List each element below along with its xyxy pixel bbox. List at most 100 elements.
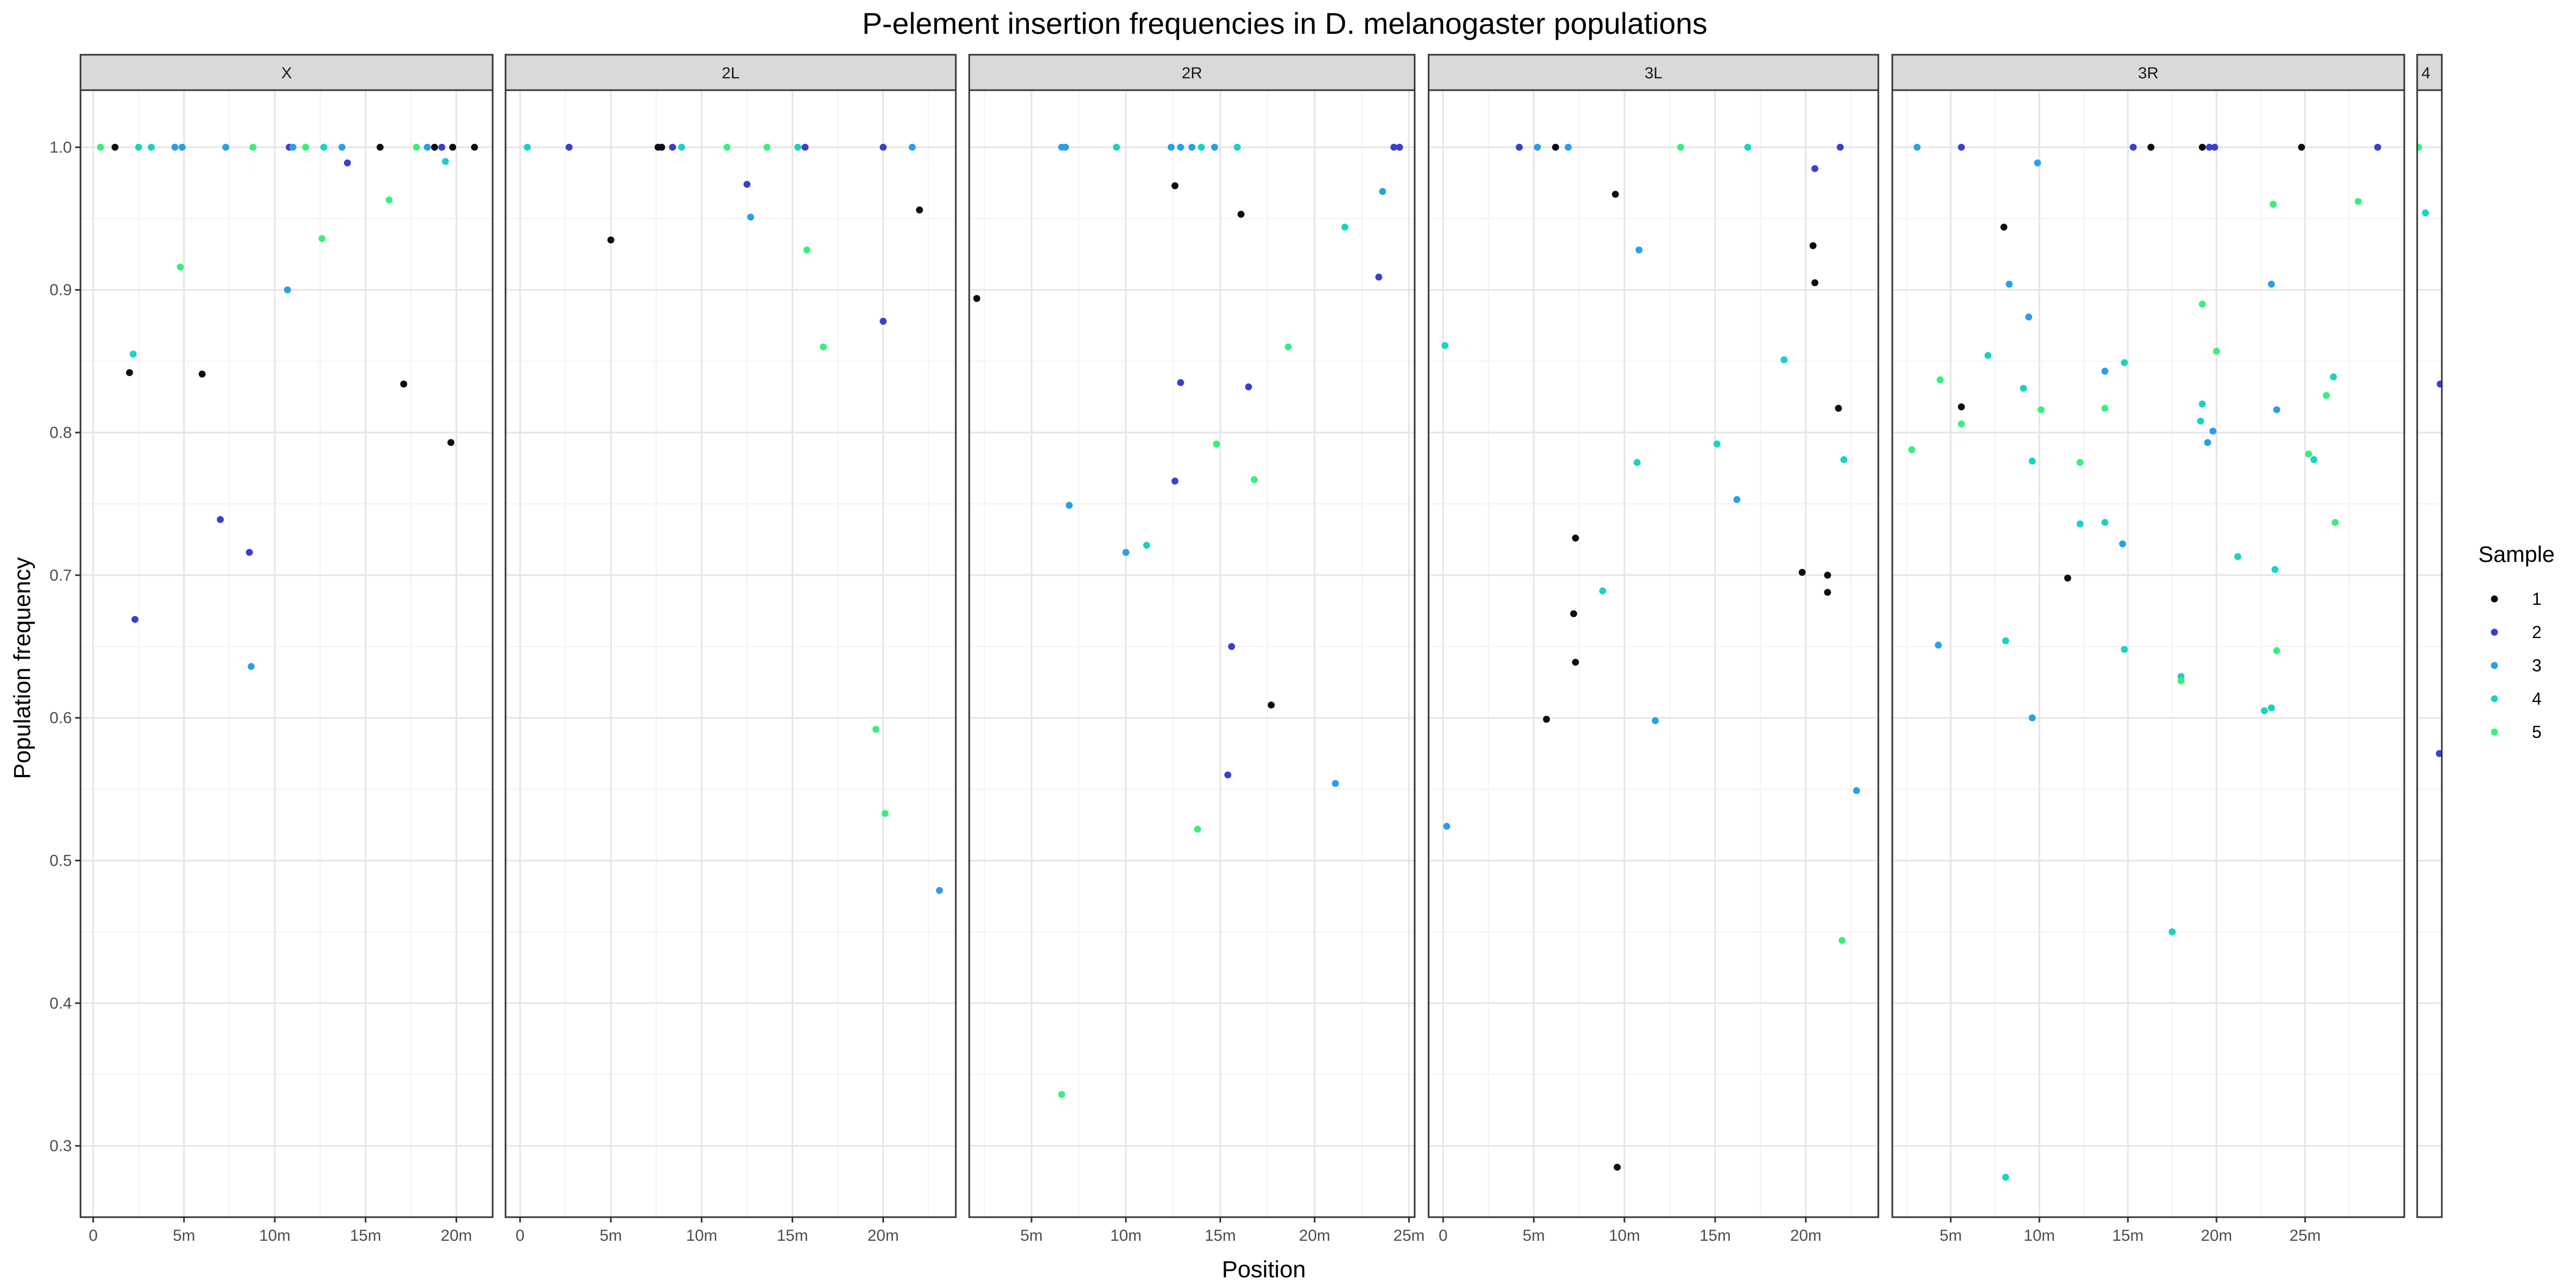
data-point (2129, 143, 2137, 151)
data-point (2029, 457, 2036, 465)
data-point (2271, 566, 2279, 573)
strip-label: 3R (2138, 64, 2158, 82)
data-point (2199, 143, 2206, 151)
data-point (2000, 223, 2008, 231)
data-point (2267, 281, 2275, 288)
x-axis-title: Position (1222, 1256, 1306, 1283)
data-point (338, 143, 346, 151)
data-point (2273, 406, 2280, 413)
x-tick-label: 20m (1299, 1227, 1330, 1245)
data-point (819, 343, 827, 350)
data-point (1237, 210, 1245, 218)
data-point (431, 143, 438, 151)
x-tick-label: 25m (2289, 1227, 2321, 1245)
data-point (607, 236, 614, 244)
data-point (2209, 427, 2216, 435)
data-point (1677, 143, 1685, 151)
data-point (1213, 440, 1220, 448)
panel-background (1429, 90, 1878, 1217)
data-point (1836, 143, 1844, 151)
data-point (1250, 476, 1258, 484)
strip-background (504, 54, 957, 91)
data-point (1651, 717, 1659, 724)
data-point (565, 143, 573, 151)
strip-label: 2R (1182, 64, 1202, 82)
x-tick-label: 10m (1110, 1227, 1141, 1245)
data-point (1570, 610, 1577, 618)
data-point (2177, 677, 2185, 685)
data-point (1811, 165, 1819, 172)
data-point (1113, 143, 1120, 151)
data-point (249, 143, 257, 151)
x-tick-label: 10m (1609, 1227, 1640, 1245)
data-point (1744, 143, 1752, 151)
data-point (524, 143, 531, 151)
strip-background (1428, 54, 1879, 91)
data-point (1780, 356, 1788, 363)
data-point (1194, 825, 1202, 833)
data-point (284, 286, 291, 294)
data-point (1341, 223, 1349, 231)
legend-label: 4 (2532, 689, 2542, 708)
legend-key (2491, 728, 2498, 736)
data-point (413, 143, 420, 151)
x-tick-label: 5m (173, 1227, 195, 1245)
data-point (1572, 658, 1579, 666)
data-point (449, 143, 457, 151)
strip-background (968, 54, 1416, 91)
strip-background (79, 54, 494, 91)
data-point (2417, 143, 2423, 151)
data-point (1062, 143, 1069, 151)
x-tick-label: 20m (1790, 1227, 1821, 1245)
data-point (2101, 368, 2109, 375)
data-points (524, 143, 943, 894)
data-point (1284, 343, 1292, 350)
data-point (2435, 750, 2442, 757)
data-point (1824, 589, 1831, 596)
data-point (1809, 242, 1817, 250)
data-point (1245, 383, 1253, 391)
data-point (763, 143, 771, 151)
data-point (2298, 143, 2306, 151)
data-point (1564, 143, 1572, 151)
panel-2r: 5m 10m 15m 20m 25m 2R (968, 54, 1425, 1245)
legend: Sample 1 2 3 4 5 (2478, 541, 2555, 742)
strip-background (2416, 54, 2443, 91)
data-point (1122, 548, 1130, 556)
x-tick-label: 0 (516, 1227, 525, 1245)
data-point (743, 180, 751, 188)
data-point (111, 143, 119, 151)
data-point (2101, 405, 2109, 412)
y-tick-label: 0.6 (49, 709, 72, 727)
data-point (2019, 385, 2027, 392)
data-point (880, 318, 887, 325)
data-point (129, 350, 137, 358)
y-tick-label: 0.5 (49, 852, 72, 869)
data-point (2270, 201, 2277, 208)
panel-2l: 0 5m 10m 15m 20m 2L (504, 54, 957, 1245)
data-point (872, 726, 880, 733)
data-point (135, 143, 142, 151)
data-point (126, 369, 133, 376)
data-point (1441, 342, 1448, 349)
data-point (1198, 143, 1205, 151)
legend-item: 4 (2491, 689, 2542, 708)
data-point (2305, 450, 2312, 458)
y-tick-label: 1.0 (49, 138, 72, 156)
x-tick-label: 20m (867, 1227, 898, 1245)
data-point (343, 159, 351, 167)
data-point (1143, 541, 1151, 549)
data-point (2310, 456, 2318, 463)
x-tick-label: 5m (1523, 1227, 1545, 1245)
data-point (2076, 520, 2084, 528)
data-point (1853, 787, 1860, 794)
data-point (909, 143, 916, 151)
data-point (1613, 1163, 1621, 1171)
data-point (1390, 143, 1397, 151)
data-point (1935, 641, 1942, 649)
data-point (1058, 1091, 1065, 1098)
data-point (2436, 380, 2442, 388)
strip-label: 3L (1644, 64, 1662, 82)
data-point (2234, 553, 2242, 560)
facet-panels: 0 5m 10m 15m 20m X 0 5m 10m 15m 20m 2L 5m 10m 15m 20m 25… (79, 54, 2443, 1245)
